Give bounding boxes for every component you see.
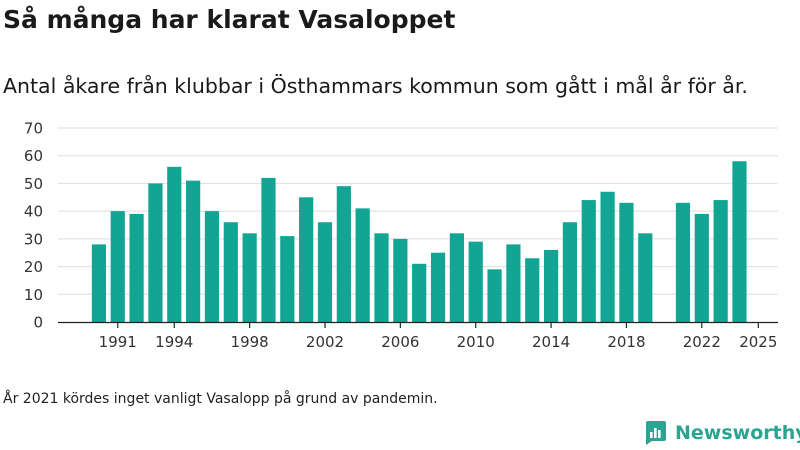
bar-1997	[223, 222, 238, 322]
bar-1990	[91, 244, 107, 322]
x-tick-label: 1991	[99, 333, 137, 351]
bar-2009	[449, 233, 464, 322]
y-tick-label: 20	[24, 258, 43, 276]
brand-logo[interactable]: Newsworthy	[643, 418, 800, 448]
y-tick-label: 70	[24, 120, 43, 138]
x-tick-label: 1998	[231, 333, 269, 351]
y-tick-label: 10	[24, 286, 43, 304]
bar-2017	[600, 191, 615, 322]
x-tick-label: 2002	[306, 333, 344, 351]
bar-2023	[713, 200, 728, 322]
bar-2019	[638, 233, 653, 322]
bar-1993	[148, 183, 163, 322]
bar-2007	[412, 263, 427, 322]
y-tick-label: 40	[24, 203, 43, 221]
bar-2004	[355, 208, 370, 322]
bar-2024	[732, 161, 747, 322]
chart-title: Så många har klarat Vasaloppet	[3, 5, 456, 34]
x-tick-label: 2022	[683, 333, 721, 351]
bar-2002	[317, 222, 333, 322]
x-tick-label: 1994	[155, 333, 193, 351]
bar-2021	[675, 202, 691, 322]
bar-2010	[468, 241, 483, 322]
x-tick-label: 2018	[607, 333, 645, 351]
y-tick-label: 0	[33, 314, 43, 332]
bar-2003	[336, 186, 351, 322]
bar-2001	[299, 197, 314, 322]
chart-subtitle: Antal åkare från klubbar i Östhammars ko…	[3, 74, 748, 98]
bar-2016	[581, 200, 596, 322]
bar-2006	[393, 238, 408, 322]
bar-2011	[487, 269, 502, 322]
x-tick-label: 2006	[381, 333, 419, 351]
newsworthy-logo-icon	[646, 421, 666, 445]
bar-2022	[694, 213, 709, 322]
bar-2000	[280, 236, 295, 322]
bar-1996	[204, 211, 220, 322]
y-tick-label: 50	[24, 175, 43, 193]
bar-1991	[110, 211, 125, 322]
bar-2014	[543, 249, 559, 322]
bar-2008	[430, 252, 446, 322]
bar-2015	[562, 222, 578, 322]
bar-2012	[506, 244, 521, 322]
x-tick-label: 2025	[739, 333, 777, 351]
brand-name: Newsworthy	[675, 422, 800, 444]
bar-1999	[261, 177, 276, 322]
y-tick-label: 60	[24, 147, 43, 165]
bar-2005	[374, 233, 389, 322]
bar-1992	[129, 213, 144, 322]
x-tick-label: 2010	[457, 333, 495, 351]
bar-1998	[242, 233, 257, 322]
x-tick-label: 2014	[532, 333, 570, 351]
chart-footnote: År 2021 kördes inget vanligt Vasalopp på…	[3, 391, 438, 407]
bar-1995	[186, 180, 201, 322]
bar-2018	[619, 202, 634, 322]
bar-1994	[167, 166, 182, 322]
bar-2013	[525, 258, 540, 322]
y-tick-label: 30	[24, 230, 43, 248]
